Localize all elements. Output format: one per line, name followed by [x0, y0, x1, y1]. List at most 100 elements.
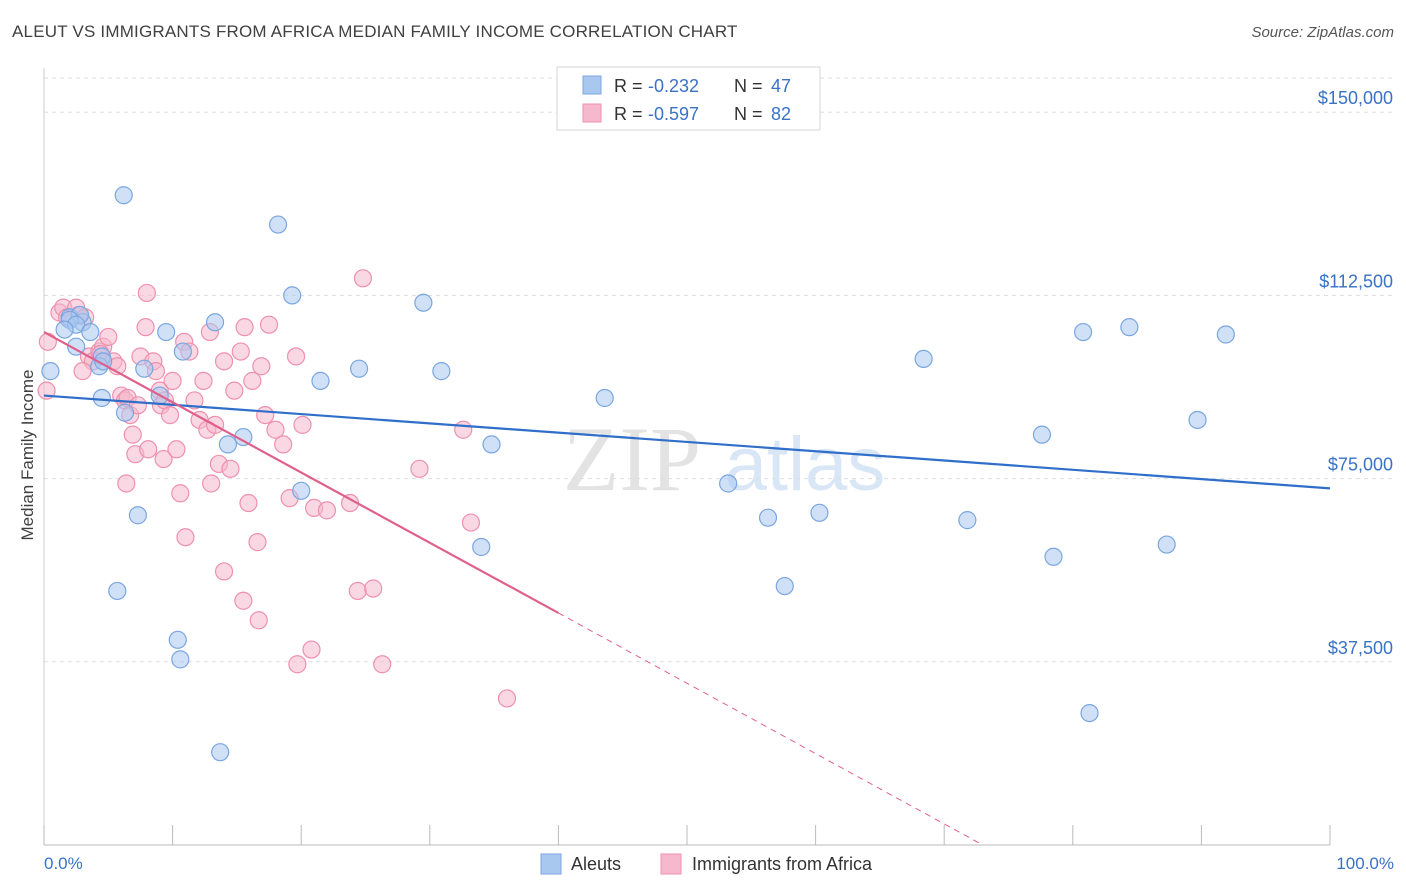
africa-point-60 — [293, 415, 312, 434]
aleut-point-49 — [211, 743, 230, 762]
africa-point-71 — [497, 689, 517, 708]
africa-point-57 — [274, 435, 293, 454]
aleut-point-46 — [1188, 410, 1207, 430]
axes — [43, 68, 1331, 846]
aleut-point-25 — [268, 215, 288, 234]
aleut-point-34 — [595, 388, 614, 408]
africa-point-32 — [160, 405, 180, 425]
africa-point-25 — [139, 440, 158, 459]
aleut-trend-line — [43, 394, 1331, 490]
aleut-point-48 — [1080, 703, 1099, 723]
africa-point-69 — [454, 420, 473, 439]
aleut-point-13 — [114, 186, 133, 205]
stats-n-value-africa: 82 — [771, 104, 791, 124]
watermark-atlas: atlas — [725, 422, 886, 507]
aleut-point-50 — [108, 581, 127, 601]
y-axis-title: Median Family Income — [18, 369, 37, 540]
africa-point-53 — [252, 357, 271, 376]
legend-label-aleuts: Aleuts — [571, 854, 621, 874]
aleut-point-36 — [758, 508, 778, 527]
legend-label-africa: Immigrants from Africa — [692, 854, 873, 874]
aleut-point-29 — [349, 359, 369, 378]
africa-point-51 — [243, 371, 262, 390]
aleut-point-32 — [482, 435, 501, 454]
africa-point-76 — [302, 640, 321, 659]
aleut-point-44 — [1120, 318, 1139, 337]
africa-point-56 — [266, 420, 285, 439]
aleut-point-35 — [719, 474, 738, 493]
africa-point-78 — [202, 474, 221, 493]
y-tick-label: $112,500 — [1319, 271, 1393, 291]
aleut-point-22 — [205, 313, 225, 332]
stats-n-value-aleut: 47 — [771, 76, 791, 96]
y-tick-labels: $37,500 $75,000 $112,500 $150,000 — [1318, 88, 1393, 658]
africa-trend-line — [43, 331, 559, 614]
africa-point-65 — [353, 269, 373, 288]
africa-point-54 — [256, 405, 275, 425]
africa-point-49 — [235, 318, 254, 337]
y-tick-label: $150,000 — [1318, 88, 1393, 108]
aleut-point-39 — [914, 349, 933, 369]
aleut-point-27 — [292, 481, 311, 500]
aleut-point-0 — [41, 362, 60, 381]
africa-point-34 — [167, 440, 186, 459]
aleut-point-40 — [958, 511, 977, 530]
aleut-point-41 — [1032, 425, 1052, 444]
aleut-point-19 — [173, 342, 192, 361]
africa-point-77 — [176, 528, 195, 547]
aleut-point-45 — [1157, 535, 1176, 554]
legend-swatch-aleuts — [540, 853, 562, 875]
stats-r-label-africa: R = — [614, 104, 643, 124]
africa-point-46 — [221, 459, 240, 478]
aleut-point-14 — [115, 403, 135, 422]
stats-legend: R = -0.232 N = 47 R = -0.597 N = 82 — [556, 66, 821, 131]
africa-point-0 — [38, 332, 57, 351]
aleut-point-20 — [168, 630, 187, 649]
africa-point-59 — [286, 347, 306, 366]
aleut-point-15 — [128, 506, 147, 525]
africa-trend-extension — [558, 612, 984, 846]
watermark-zip: ZIP — [563, 408, 701, 510]
africa-point-47 — [225, 381, 244, 400]
africa-point-35 — [171, 484, 190, 503]
aleut-point-23 — [218, 435, 237, 454]
aleut-point-26 — [283, 286, 302, 305]
africa-point-31 — [154, 449, 173, 469]
stats-n-label-aleut: N = — [734, 76, 763, 96]
aleut-points — [41, 186, 1235, 762]
aleut-point-47 — [1216, 325, 1235, 344]
africa-point-38 — [185, 391, 204, 410]
aleut-point-30 — [414, 293, 433, 312]
aleut-point-38 — [810, 503, 829, 522]
aleut-point-12 — [92, 388, 111, 408]
aleut-point-18 — [157, 322, 176, 342]
source-label: Source: ZipAtlas.com — [1251, 24, 1394, 41]
africa-point-64 — [348, 581, 367, 601]
africa-point-45 — [214, 352, 234, 371]
x-tick-label-max: 100.0% — [1336, 854, 1394, 873]
stats-r-label-aleut: R = — [614, 76, 643, 96]
chart-title: ALEUT VS IMMIGRANTS FROM AFRICA MEDIAN F… — [12, 22, 738, 41]
stats-r-value-africa: -0.597 — [648, 104, 699, 124]
africa-point-21 — [117, 474, 136, 493]
aleut-point-43 — [1073, 322, 1093, 342]
africa-point-74 — [249, 611, 268, 630]
africa-point-50 — [239, 493, 258, 513]
y-tick-label: $75,000 — [1328, 455, 1393, 475]
trend-lines — [43, 331, 1331, 846]
africa-point-24 — [137, 283, 156, 303]
africa-point-73 — [234, 591, 253, 610]
africa-point-80 — [73, 362, 92, 381]
y-tick-label: $37,500 — [1328, 638, 1393, 658]
stats-swatch-africa — [582, 103, 602, 123]
africa-point-12 — [99, 327, 118, 347]
series-legend: Aleuts Immigrants from Africa — [540, 853, 873, 875]
africa-point-18 — [123, 425, 142, 444]
aleut-point-16 — [135, 359, 154, 378]
gridlines — [44, 77, 1394, 663]
africa-points — [37, 269, 517, 708]
aleut-point-28 — [311, 371, 330, 390]
africa-point-70 — [461, 513, 481, 532]
stats-n-label-africa: N = — [734, 104, 763, 124]
africa-point-52 — [248, 533, 267, 552]
